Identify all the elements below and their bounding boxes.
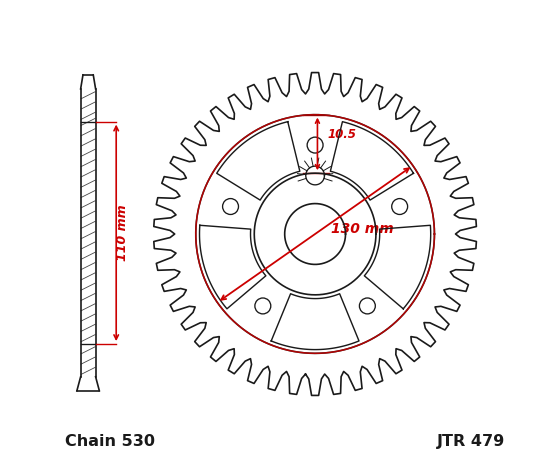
Text: 130 mm: 130 mm xyxy=(332,222,394,236)
Text: Chain 530: Chain 530 xyxy=(65,434,155,449)
Text: JTR 479: JTR 479 xyxy=(436,434,505,449)
Text: 10.5: 10.5 xyxy=(328,128,357,141)
Text: 110 mm: 110 mm xyxy=(116,205,129,261)
